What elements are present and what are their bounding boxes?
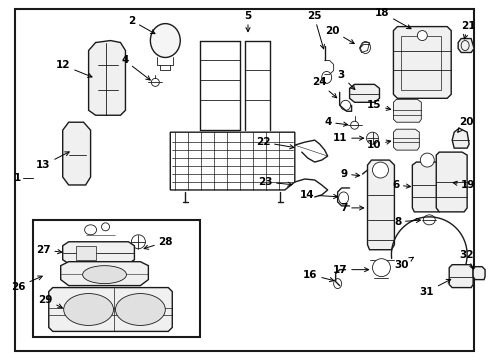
Polygon shape	[457, 39, 473, 53]
Text: 6: 6	[391, 180, 409, 190]
Polygon shape	[472, 267, 484, 280]
Ellipse shape	[350, 121, 358, 129]
Text: 25: 25	[306, 11, 324, 49]
Ellipse shape	[84, 225, 96, 235]
Text: 12: 12	[56, 60, 92, 77]
Polygon shape	[62, 242, 134, 264]
Ellipse shape	[366, 132, 378, 144]
Ellipse shape	[372, 259, 389, 276]
Text: 11: 11	[332, 133, 363, 143]
Ellipse shape	[150, 24, 180, 58]
Text: 23: 23	[258, 177, 291, 187]
Ellipse shape	[115, 293, 165, 325]
Polygon shape	[88, 41, 125, 115]
Text: 20: 20	[457, 117, 473, 132]
Text: 14: 14	[300, 190, 337, 200]
Text: 13: 13	[36, 152, 69, 170]
Text: 28: 28	[144, 237, 172, 249]
Polygon shape	[411, 162, 441, 212]
Text: 26: 26	[11, 276, 42, 292]
Bar	[33, 220, 200, 337]
Text: 18: 18	[374, 8, 410, 29]
Ellipse shape	[102, 223, 109, 231]
Text: 5: 5	[244, 11, 251, 32]
Text: 9: 9	[340, 169, 359, 179]
Polygon shape	[393, 27, 450, 98]
Polygon shape	[49, 288, 172, 332]
Text: 16: 16	[303, 270, 333, 282]
Polygon shape	[349, 84, 379, 102]
Text: 4: 4	[324, 117, 347, 127]
Text: 7: 7	[340, 203, 363, 213]
Ellipse shape	[131, 235, 145, 249]
Text: 19: 19	[452, 180, 474, 190]
Polygon shape	[61, 262, 148, 285]
Ellipse shape	[420, 153, 433, 167]
Polygon shape	[451, 128, 468, 148]
Text: 32: 32	[458, 250, 473, 269]
Text: 27: 27	[36, 245, 62, 255]
Text: 22: 22	[255, 137, 293, 149]
Polygon shape	[393, 99, 421, 122]
Bar	[76, 246, 95, 260]
Text: 2: 2	[128, 15, 155, 34]
Ellipse shape	[416, 31, 427, 41]
Text: 30: 30	[394, 257, 413, 270]
Text: 1: 1	[14, 173, 21, 183]
Ellipse shape	[82, 266, 126, 284]
Text: 10: 10	[366, 140, 390, 150]
Ellipse shape	[63, 293, 113, 325]
Ellipse shape	[151, 78, 159, 86]
Text: 31: 31	[419, 279, 450, 297]
Polygon shape	[62, 122, 90, 185]
Text: 20: 20	[325, 26, 353, 44]
Text: 24: 24	[311, 77, 336, 98]
Ellipse shape	[423, 215, 434, 225]
Polygon shape	[448, 265, 472, 288]
Text: 29: 29	[38, 294, 62, 308]
Text: 17: 17	[332, 265, 368, 275]
Text: 21: 21	[460, 21, 475, 39]
Polygon shape	[393, 129, 419, 150]
Ellipse shape	[372, 162, 387, 178]
Polygon shape	[435, 152, 466, 212]
Text: 8: 8	[393, 217, 420, 227]
Text: 4: 4	[121, 55, 150, 80]
Text: 3: 3	[337, 71, 354, 90]
Polygon shape	[367, 160, 394, 250]
Text: 15: 15	[366, 100, 390, 111]
Bar	[401, 36, 440, 90]
